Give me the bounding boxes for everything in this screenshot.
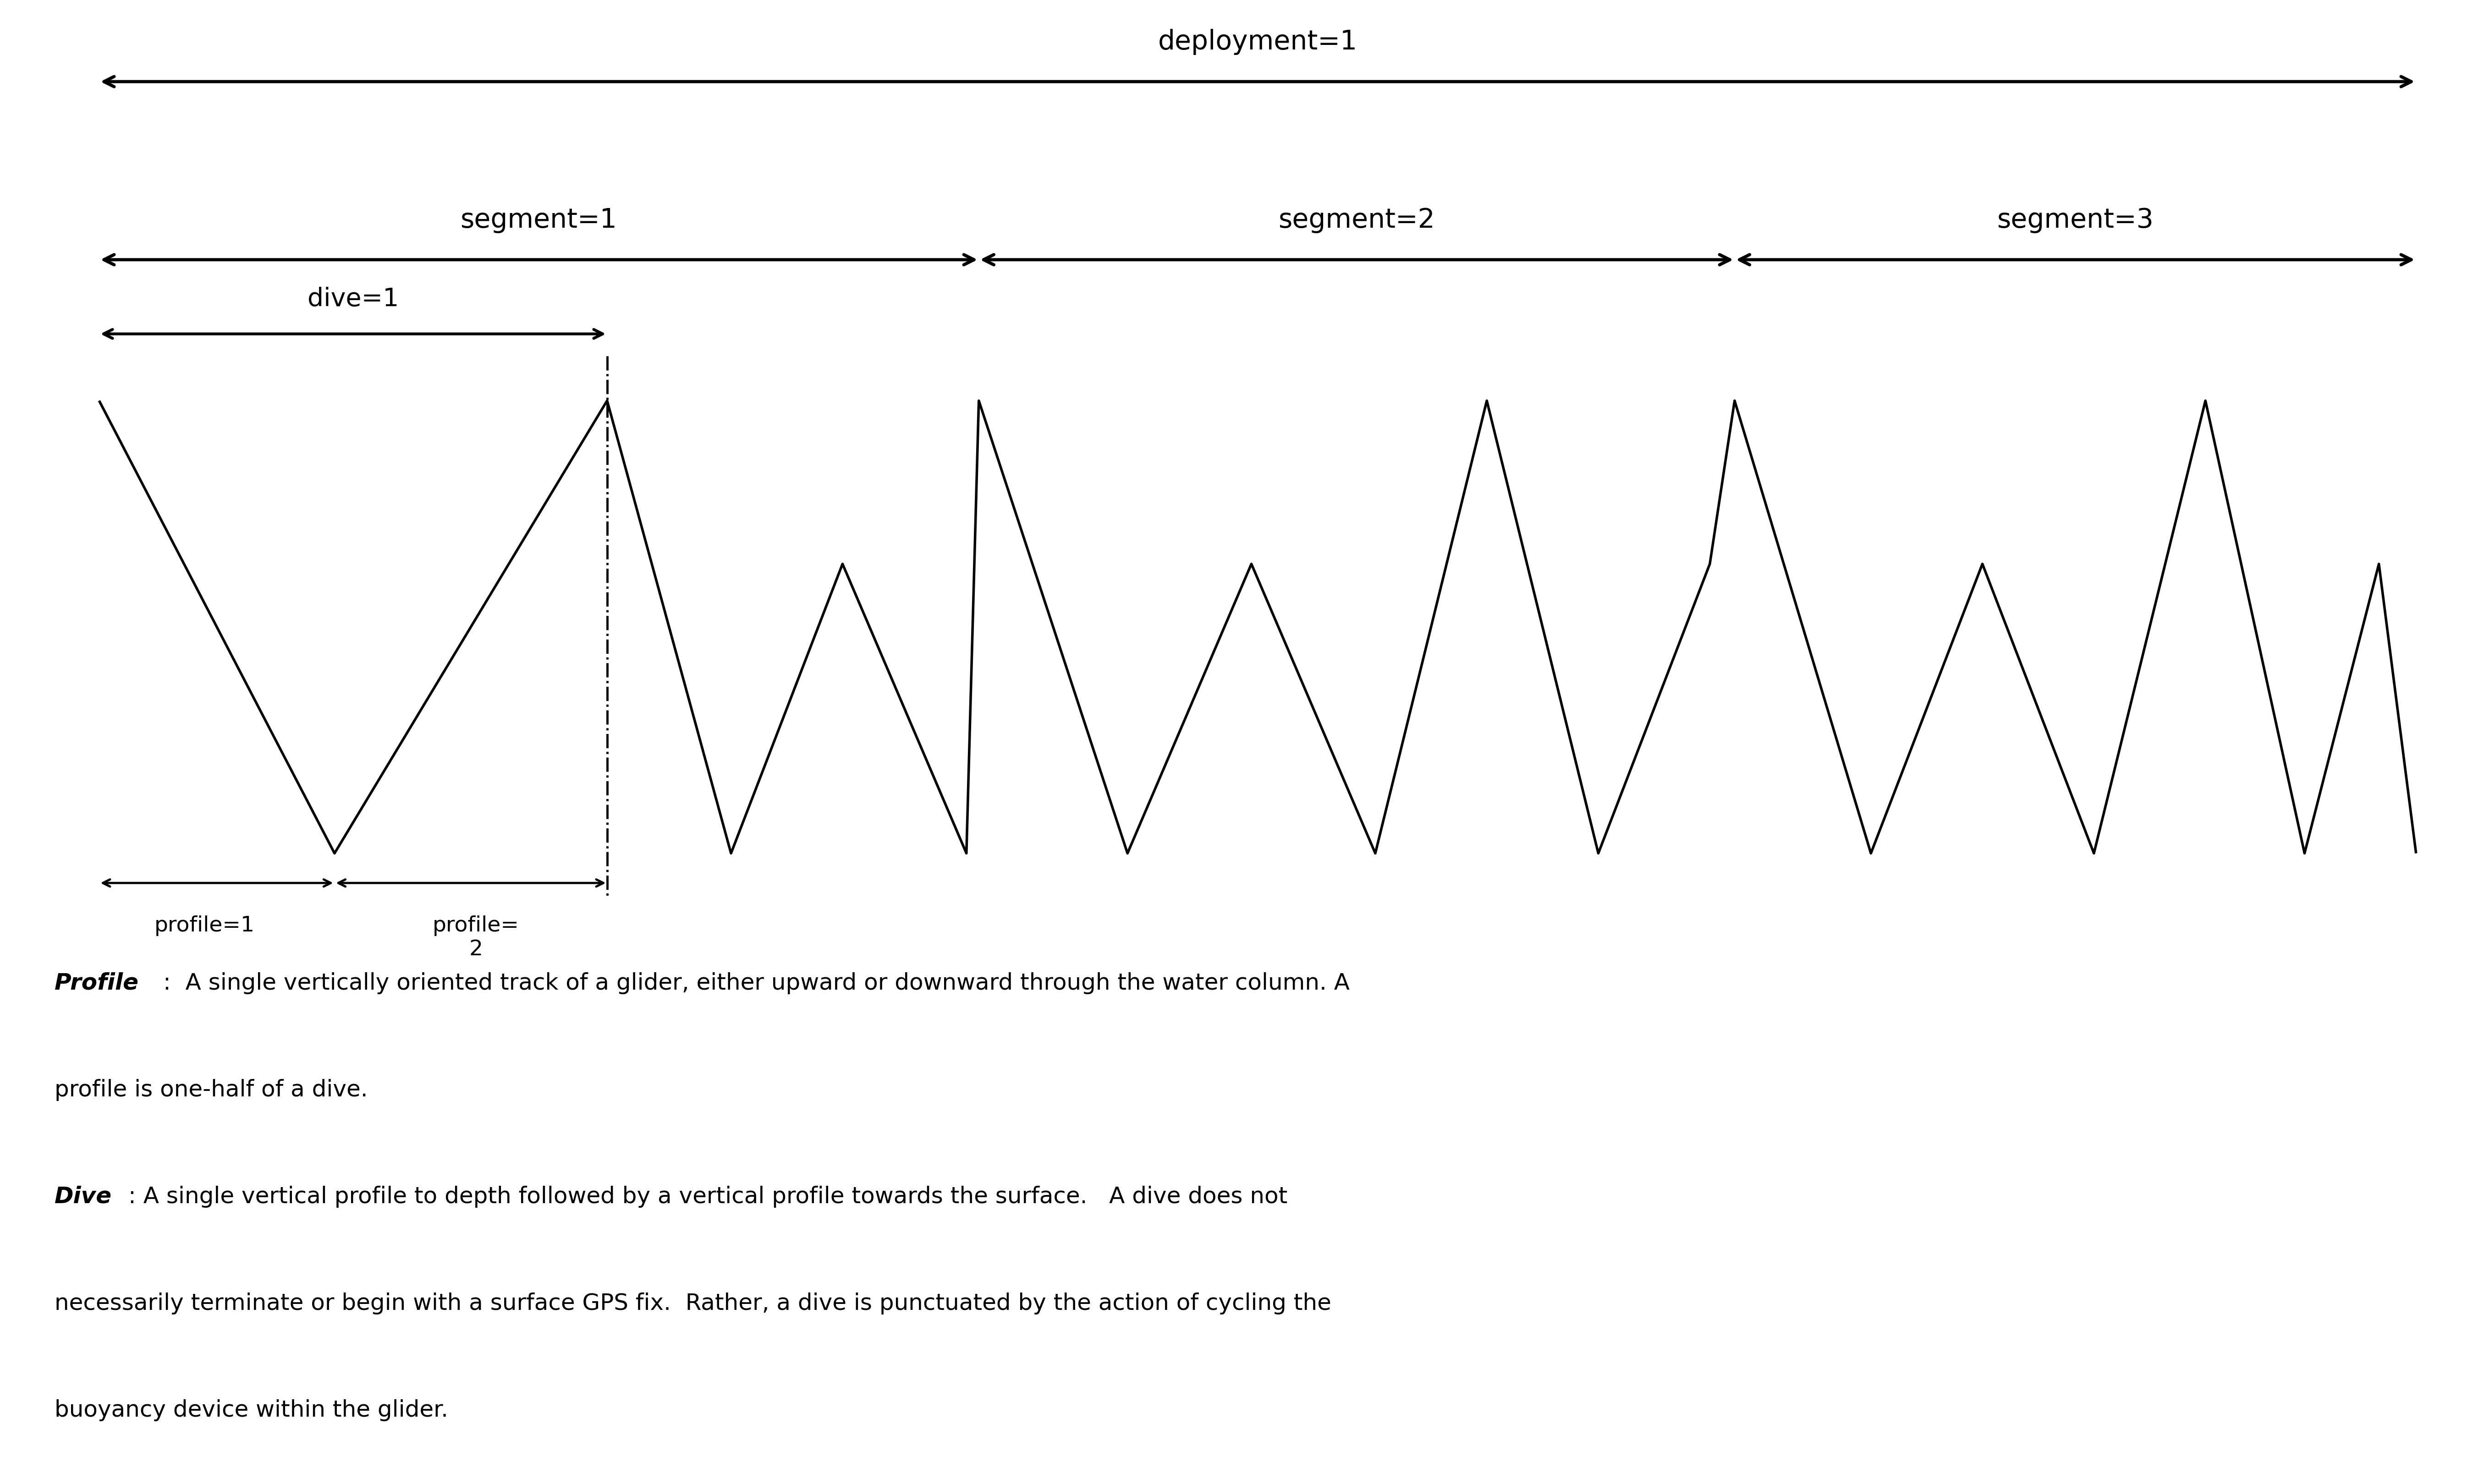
Text: deployment=1: deployment=1: [1157, 28, 1358, 55]
Text: segment=3: segment=3: [1997, 206, 2153, 233]
Text: dive=1: dive=1: [307, 286, 399, 312]
Text: necessarily terminate or begin with a surface GPS fix.  Rather, a dive is punctu: necessarily terminate or begin with a su…: [55, 1293, 1331, 1315]
Text: Dive: Dive: [55, 1186, 112, 1208]
Text: profile=1: profile=1: [154, 916, 255, 936]
Text: :  A single vertically oriented track of a glider, either upward or downward thr: : A single vertically oriented track of …: [164, 972, 1351, 994]
Text: segment=2: segment=2: [1279, 206, 1435, 233]
Text: buoyancy device within the glider.: buoyancy device within the glider.: [55, 1399, 449, 1422]
Text: segment=1: segment=1: [461, 206, 617, 233]
Text: profile is one-half of a dive.: profile is one-half of a dive.: [55, 1079, 367, 1101]
Text: Profile: Profile: [55, 972, 139, 994]
Text: profile=
2: profile= 2: [434, 916, 518, 960]
Text: : A single vertical profile to depth followed by a vertical profile towards the : : A single vertical profile to depth fol…: [129, 1186, 1289, 1208]
